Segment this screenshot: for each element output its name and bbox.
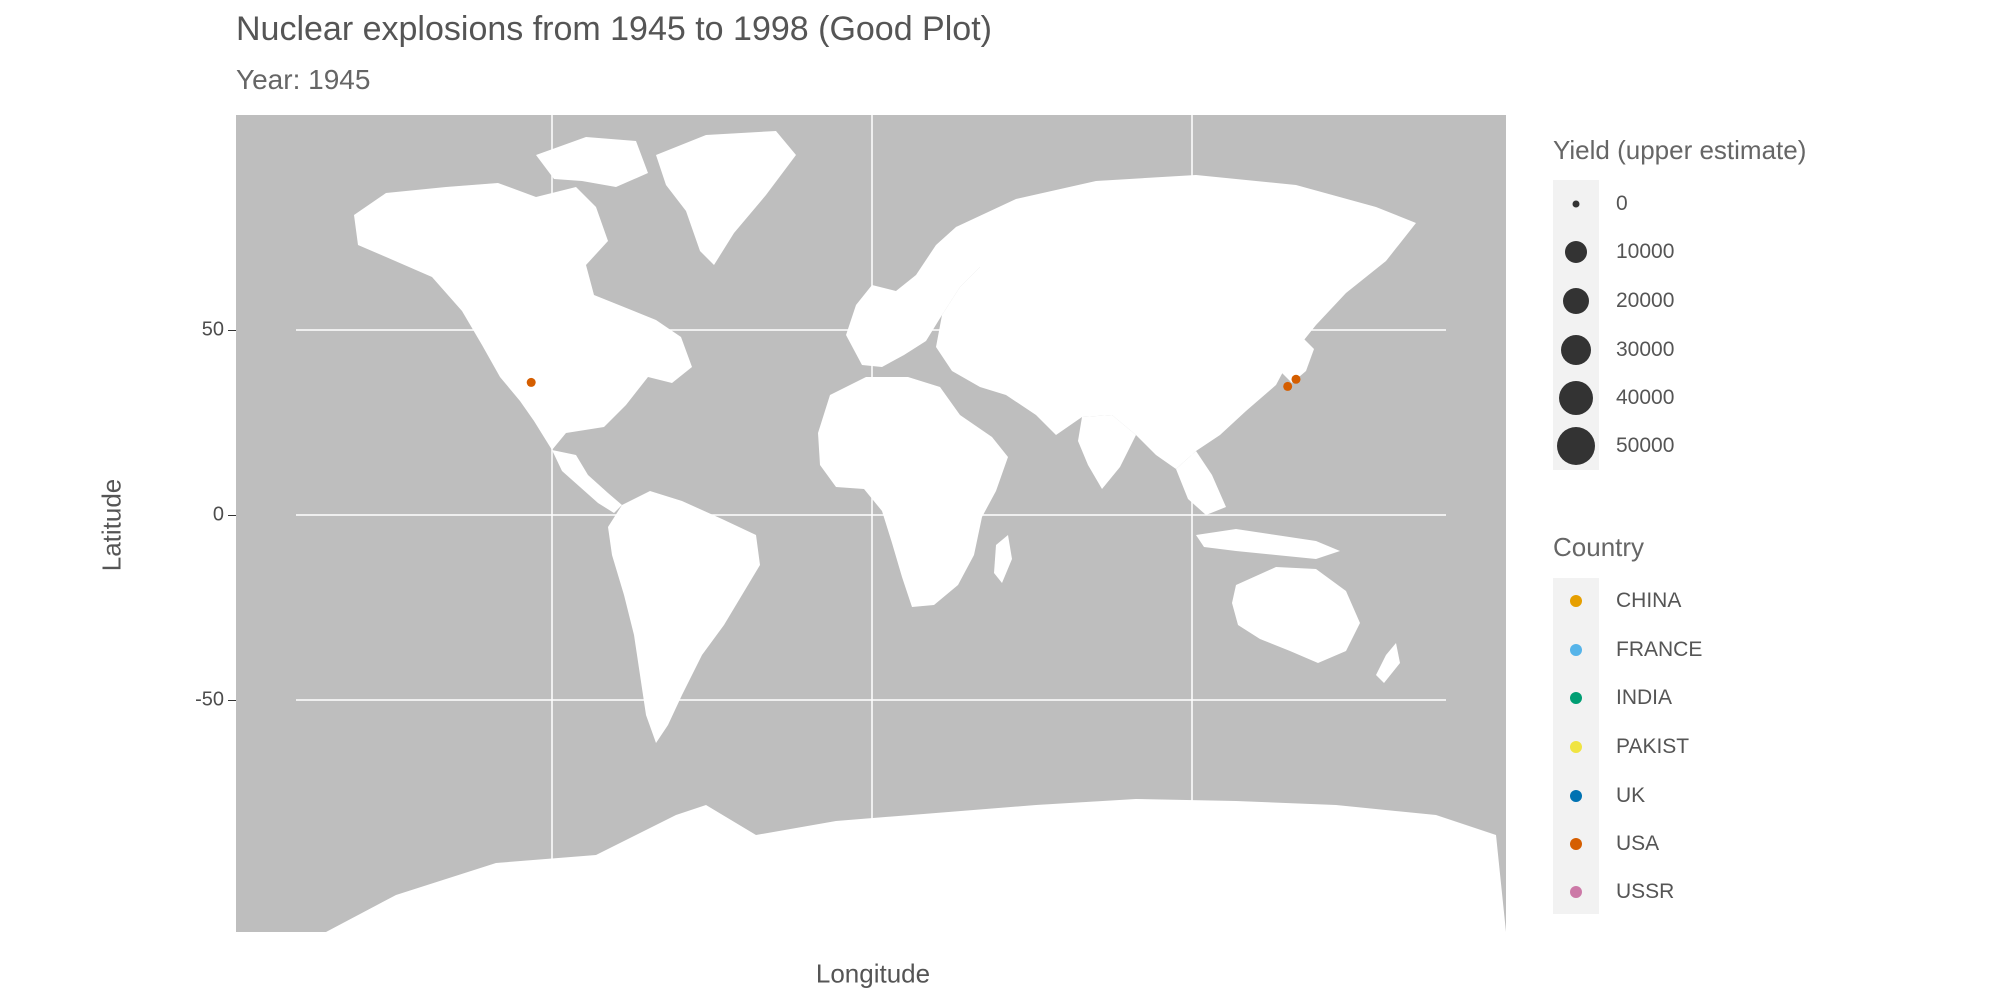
- country-legend-label-usa: USA: [1616, 832, 1660, 855]
- country-legend-symbol-usa: [1570, 838, 1582, 850]
- size-legend-title: Yield (upper estimate): [1553, 135, 1807, 165]
- size-legend-label-30000: 30000: [1616, 338, 1675, 361]
- size-legend-label-50000: 50000: [1616, 434, 1675, 457]
- asia: [936, 175, 1416, 469]
- country-legend-label-uk: UK: [1616, 784, 1646, 807]
- explosion-points: [526, 374, 1301, 391]
- size-legend-symbol-40000: [1559, 381, 1593, 415]
- country-legend-label-china: CHINA: [1616, 589, 1682, 612]
- y-tick-label-neg50: -50: [195, 688, 224, 711]
- arctic-islands: [536, 137, 648, 187]
- y-tick-mark-50: [228, 330, 236, 331]
- land-masses: [326, 131, 1506, 932]
- country-legend-label-france: FRANCE: [1616, 638, 1703, 661]
- y-tick-label-0: 0: [212, 503, 224, 526]
- southeast-asia: [1176, 451, 1226, 515]
- country-legend-label-pakist: PAKIST: [1616, 735, 1690, 758]
- size-legend-symbol-30000: [1561, 335, 1591, 365]
- size-legend-label-0: 0: [1616, 192, 1628, 215]
- world-map: [296, 115, 1506, 932]
- size-legend-keys: [1553, 180, 1599, 470]
- europe: [846, 215, 1006, 367]
- new-zealand: [1376, 643, 1400, 683]
- x-axis-label: Longitude: [815, 958, 931, 989]
- country-legend-symbol-pakist: [1570, 741, 1582, 753]
- chart-subtitle: Year: 1945: [236, 64, 371, 95]
- explosion-point-2: [1291, 374, 1301, 384]
- country-legend-symbol-india: [1570, 692, 1582, 704]
- map-panel: [236, 115, 1506, 932]
- y-tick-label-50: 50: [201, 318, 224, 341]
- madagascar: [994, 535, 1012, 583]
- greenland: [656, 131, 796, 265]
- size-legend-label-10000: 10000: [1616, 240, 1675, 263]
- central-america: [552, 450, 622, 513]
- south-america: [608, 491, 760, 743]
- size-legend-symbol-50000: [1557, 427, 1595, 465]
- africa: [818, 377, 1008, 607]
- size-legend-symbol-20000: [1563, 288, 1589, 314]
- country-legend-symbol-uk: [1570, 790, 1582, 802]
- antarctica: [326, 799, 1506, 932]
- country-legend-label-india: INDIA: [1616, 686, 1673, 709]
- country-legend-title: Country: [1553, 532, 1645, 562]
- india: [1078, 415, 1136, 489]
- country-legend-symbol-france: [1570, 644, 1582, 656]
- indonesia: [1196, 529, 1340, 559]
- size-legend-label-40000: 40000: [1616, 386, 1675, 409]
- japan: [1282, 337, 1314, 383]
- size-legend-symbol-0: [1572, 200, 1580, 208]
- country-legend-symbol-ussr: [1570, 886, 1582, 898]
- y-tick-mark-0: [228, 515, 236, 516]
- size-legend-label-20000: 20000: [1616, 289, 1675, 312]
- country-legend-keys: [1553, 578, 1599, 914]
- country-legend-label-ussr: USSR: [1616, 880, 1675, 903]
- north-america: [354, 183, 692, 450]
- size-legend-symbol-10000: [1565, 241, 1587, 263]
- country-legend-symbol-china: [1570, 595, 1582, 607]
- explosion-point-3: [1283, 381, 1293, 391]
- explosion-point-1: [526, 377, 536, 387]
- chart-title: Nuclear explosions from 1945 to 1998 (Go…: [236, 10, 992, 48]
- australia: [1232, 567, 1360, 663]
- y-axis-label: Latitude: [96, 478, 127, 572]
- y-tick-mark-neg50: [228, 700, 236, 701]
